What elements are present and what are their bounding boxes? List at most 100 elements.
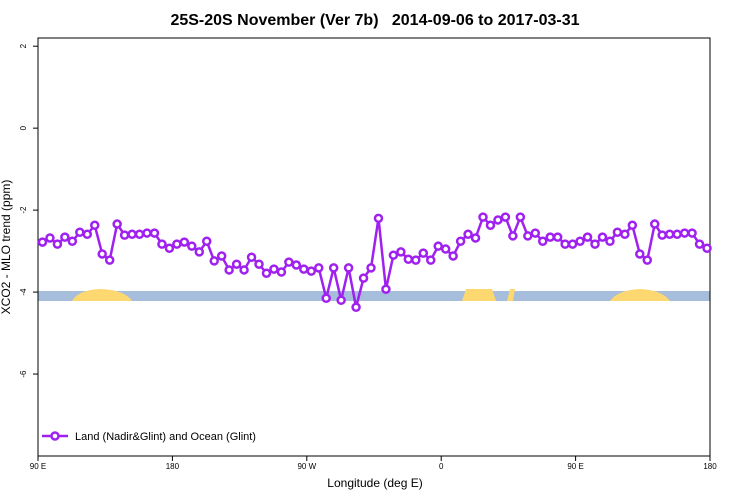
data-point	[448, 251, 458, 261]
data-point	[560, 239, 570, 249]
data-point	[82, 229, 93, 240]
data-point	[343, 263, 354, 273]
data-point	[112, 219, 122, 229]
data-point	[246, 252, 257, 262]
data-point	[493, 215, 503, 225]
data-point	[276, 267, 287, 277]
data-point	[52, 239, 63, 249]
data-point	[97, 249, 107, 259]
data-point	[455, 236, 466, 247]
data-point	[172, 239, 182, 249]
data-point	[635, 249, 645, 259]
data-point	[306, 266, 317, 276]
data-point	[545, 232, 555, 242]
data-point	[60, 232, 70, 242]
data-point	[373, 213, 384, 224]
data-point	[142, 228, 152, 238]
data-point	[597, 232, 608, 242]
data-point	[194, 247, 205, 257]
land-ocean-strip	[38, 289, 710, 301]
data-point	[612, 227, 623, 237]
data-point	[231, 259, 242, 269]
chart-title: 25S-20S November (Ver 7b) 2014-09-06 to …	[170, 12, 579, 29]
data-point	[403, 254, 414, 265]
data-point	[313, 263, 324, 273]
data-point	[67, 236, 78, 247]
data-point	[523, 231, 533, 241]
legend-item: Land (Nadir&Glint) and Ocean (Glint)	[42, 431, 256, 443]
data-point	[284, 257, 294, 267]
data-point	[575, 236, 585, 247]
data-point	[605, 236, 615, 247]
data-point	[642, 255, 653, 265]
ocean-band	[38, 291, 710, 301]
data-point	[328, 263, 339, 273]
data-point	[254, 259, 264, 269]
data-point	[224, 265, 234, 275]
data-point	[590, 239, 600, 249]
data-point	[388, 250, 399, 260]
x-tick-label: 180	[703, 462, 717, 471]
data-point	[687, 228, 697, 238]
y-tick-label: 0	[19, 125, 28, 130]
data-point	[418, 248, 429, 258]
data-point	[463, 229, 473, 240]
y-tick-label: -2	[19, 206, 28, 214]
data-point	[381, 284, 391, 294]
data-point	[37, 237, 48, 247]
data-point	[45, 233, 55, 243]
data-point	[104, 255, 115, 265]
data-point	[239, 265, 249, 275]
y-tick-label: -6	[19, 370, 28, 378]
data-point	[485, 220, 496, 231]
data-point	[351, 302, 361, 312]
data-point	[649, 219, 660, 229]
data-point	[627, 220, 638, 231]
data-point	[358, 273, 369, 283]
data-point	[508, 231, 518, 241]
data-point	[321, 293, 331, 303]
data-point	[567, 239, 578, 249]
data-point	[470, 233, 481, 243]
land-patch	[610, 289, 670, 301]
data-point	[702, 243, 712, 253]
legend-marker	[50, 431, 60, 441]
data-point	[134, 229, 145, 240]
data-point	[299, 264, 309, 274]
data-point	[149, 228, 160, 238]
y-axis-label: XCO2 - MLO trend (ppm)	[0, 180, 13, 315]
data-point	[261, 268, 272, 278]
data-point	[164, 243, 175, 253]
data-point	[537, 236, 548, 247]
data-point	[127, 229, 137, 240]
data-point	[119, 230, 130, 240]
data-point	[440, 244, 451, 254]
data-point	[425, 255, 436, 265]
data-point	[679, 228, 690, 238]
data-point	[411, 255, 421, 265]
data-point	[530, 228, 541, 238]
data-point	[209, 256, 219, 266]
land-patch	[507, 289, 515, 301]
data-point	[552, 232, 563, 242]
data-point	[620, 229, 630, 240]
data-point	[366, 263, 376, 273]
data-point	[515, 212, 526, 222]
data-point	[478, 212, 488, 222]
data-point	[694, 239, 705, 249]
data-point	[336, 295, 346, 306]
data-point	[75, 227, 85, 237]
data-point	[582, 232, 593, 242]
land-patch	[72, 289, 132, 301]
y-tick-label: -4	[19, 288, 28, 296]
data-point	[179, 237, 190, 247]
x-tick-label: 90 E	[567, 462, 583, 471]
data-point	[672, 229, 682, 240]
data-point	[657, 230, 667, 240]
x-axis-label: Longitude (deg E)	[327, 476, 422, 490]
data-point	[433, 241, 443, 251]
data-point	[187, 241, 197, 251]
legend-label: Land (Nadir&Glint) and Ocean (Glint)	[75, 431, 256, 443]
data-point	[216, 251, 227, 261]
